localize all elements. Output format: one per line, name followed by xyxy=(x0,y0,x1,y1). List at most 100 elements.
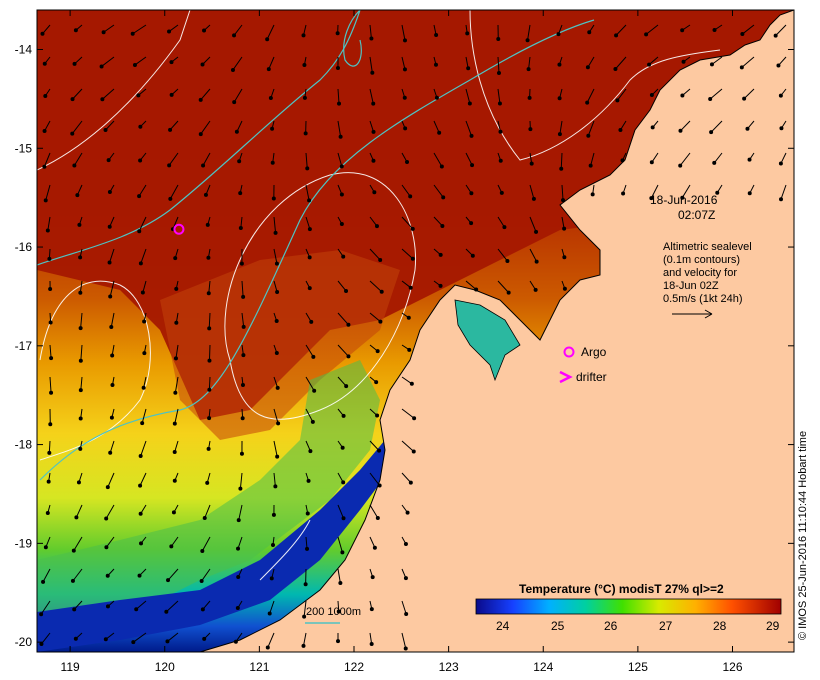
velocity-vector-head xyxy=(557,96,562,101)
velocity-vector-head xyxy=(205,480,210,485)
velocity-vector xyxy=(337,280,347,292)
velocity-vector-head xyxy=(108,294,113,299)
velocity-vector xyxy=(369,88,374,104)
velocity-vector-head xyxy=(141,385,146,390)
velocity-vector-head xyxy=(370,70,375,75)
velocity-vector xyxy=(645,24,659,35)
velocity-vector-head xyxy=(140,421,145,426)
velocity-vector-head xyxy=(138,483,143,488)
velocity-vector xyxy=(138,216,147,232)
velocity-vector xyxy=(165,600,179,613)
lon-tick-label: 119 xyxy=(61,660,80,674)
argo-legend-icon xyxy=(563,346,575,358)
velocity-vector-head xyxy=(369,36,374,41)
velocity-vector xyxy=(369,440,380,451)
velocity-vector-head xyxy=(534,259,539,264)
velocity-vector-head xyxy=(474,287,479,292)
velocity-vector-head xyxy=(269,576,274,581)
sealevel-contours xyxy=(37,10,721,581)
velocity-vector-head xyxy=(370,575,375,580)
velocity-vector xyxy=(73,536,83,551)
velocity-vector xyxy=(72,568,83,582)
velocity-vector-head xyxy=(130,31,135,36)
velocity-vector-head xyxy=(274,261,279,266)
velocity-vector xyxy=(615,24,627,36)
velocity-vector-head xyxy=(469,221,474,226)
velocity-vector-head xyxy=(200,607,205,612)
velocity-vector-head xyxy=(134,607,139,612)
velocity-vector-head xyxy=(43,93,48,98)
velocity-vector-head xyxy=(344,384,349,389)
velocity-vector-head xyxy=(340,550,345,555)
velocity-vector-head xyxy=(78,255,83,260)
velocity-vector xyxy=(617,88,627,101)
velocity-vector xyxy=(337,120,342,137)
velocity-vector-head xyxy=(344,288,349,293)
velocity-vector-head xyxy=(745,126,750,131)
velocity-vector-head xyxy=(747,191,752,196)
velocity-vector-head xyxy=(467,101,472,106)
velocity-vector-head xyxy=(374,380,379,385)
velocity-vector-head xyxy=(71,548,76,553)
velocity-vector-head xyxy=(174,320,179,325)
velocity-vector-head xyxy=(469,191,474,196)
velocity-vector xyxy=(560,152,563,169)
velocity-vector-head xyxy=(237,159,242,164)
velocity-vector-head xyxy=(206,446,211,451)
velocity-vector-head xyxy=(408,285,413,290)
velocity-vector-head xyxy=(207,358,212,363)
velocity-vector xyxy=(401,600,407,615)
velocity-vector-head xyxy=(440,223,445,228)
velocity-vector xyxy=(337,568,341,584)
argo-legend-label: Argo xyxy=(581,345,607,359)
velocity-vector-head xyxy=(403,541,408,546)
velocity-vector-head xyxy=(562,226,567,231)
velocity-vector-head xyxy=(198,97,203,102)
velocity-vector-head xyxy=(773,33,778,38)
velocity-vector xyxy=(679,152,691,166)
velocity-vector-head xyxy=(107,260,112,265)
velocity-vector-head xyxy=(337,101,342,106)
velocity-vector-head xyxy=(715,190,720,195)
velocity-vector xyxy=(305,376,315,391)
annotation-date: 18-Jun-2016 xyxy=(650,193,718,207)
lon-tick-label: 120 xyxy=(155,660,175,674)
velocity-vector xyxy=(202,152,211,166)
velocity-vector xyxy=(369,504,379,519)
velocity-vector-head xyxy=(615,98,620,103)
velocity-vector-head xyxy=(306,478,311,483)
velocity-vector xyxy=(141,408,147,424)
velocity-vector-head xyxy=(41,579,46,584)
velocity-vector-head xyxy=(270,160,275,165)
velocity-vector-head xyxy=(78,446,83,451)
velocity-vector-head xyxy=(307,227,312,232)
velocity-vector xyxy=(238,504,243,521)
velocity-vector-head xyxy=(72,607,77,612)
velocity-vector-head xyxy=(375,515,380,520)
lon-tick-label: 122 xyxy=(344,660,364,674)
velocity-vector-head xyxy=(502,225,507,230)
velocity-vector xyxy=(401,472,412,483)
velocity-vector-head xyxy=(404,612,409,617)
velocity-vector-head xyxy=(402,67,407,72)
velocity-vector-head xyxy=(742,96,747,101)
velocity-vector-head xyxy=(681,59,686,64)
velocity-vector-head xyxy=(46,479,51,484)
velocity-vector-head xyxy=(375,349,380,354)
velocity-vector xyxy=(208,376,211,390)
velocity-vector xyxy=(139,472,147,486)
velocity-vector xyxy=(305,152,308,169)
lat-tick-label: -14 xyxy=(15,43,33,57)
velocity-vector xyxy=(305,408,314,423)
velocity-vector-head xyxy=(680,195,685,200)
velocity-vector-head xyxy=(207,326,212,331)
velocity-vector-head xyxy=(528,127,533,132)
velocity-vector xyxy=(497,248,508,262)
velocity-vector-head xyxy=(200,549,205,554)
velocity-vector-head xyxy=(107,190,112,195)
velocity-vector xyxy=(433,152,443,167)
velocity-vector xyxy=(337,152,343,167)
velocity-vector xyxy=(168,152,179,166)
velocity-vector-head xyxy=(339,164,344,169)
velocity-vector-head xyxy=(230,67,235,72)
